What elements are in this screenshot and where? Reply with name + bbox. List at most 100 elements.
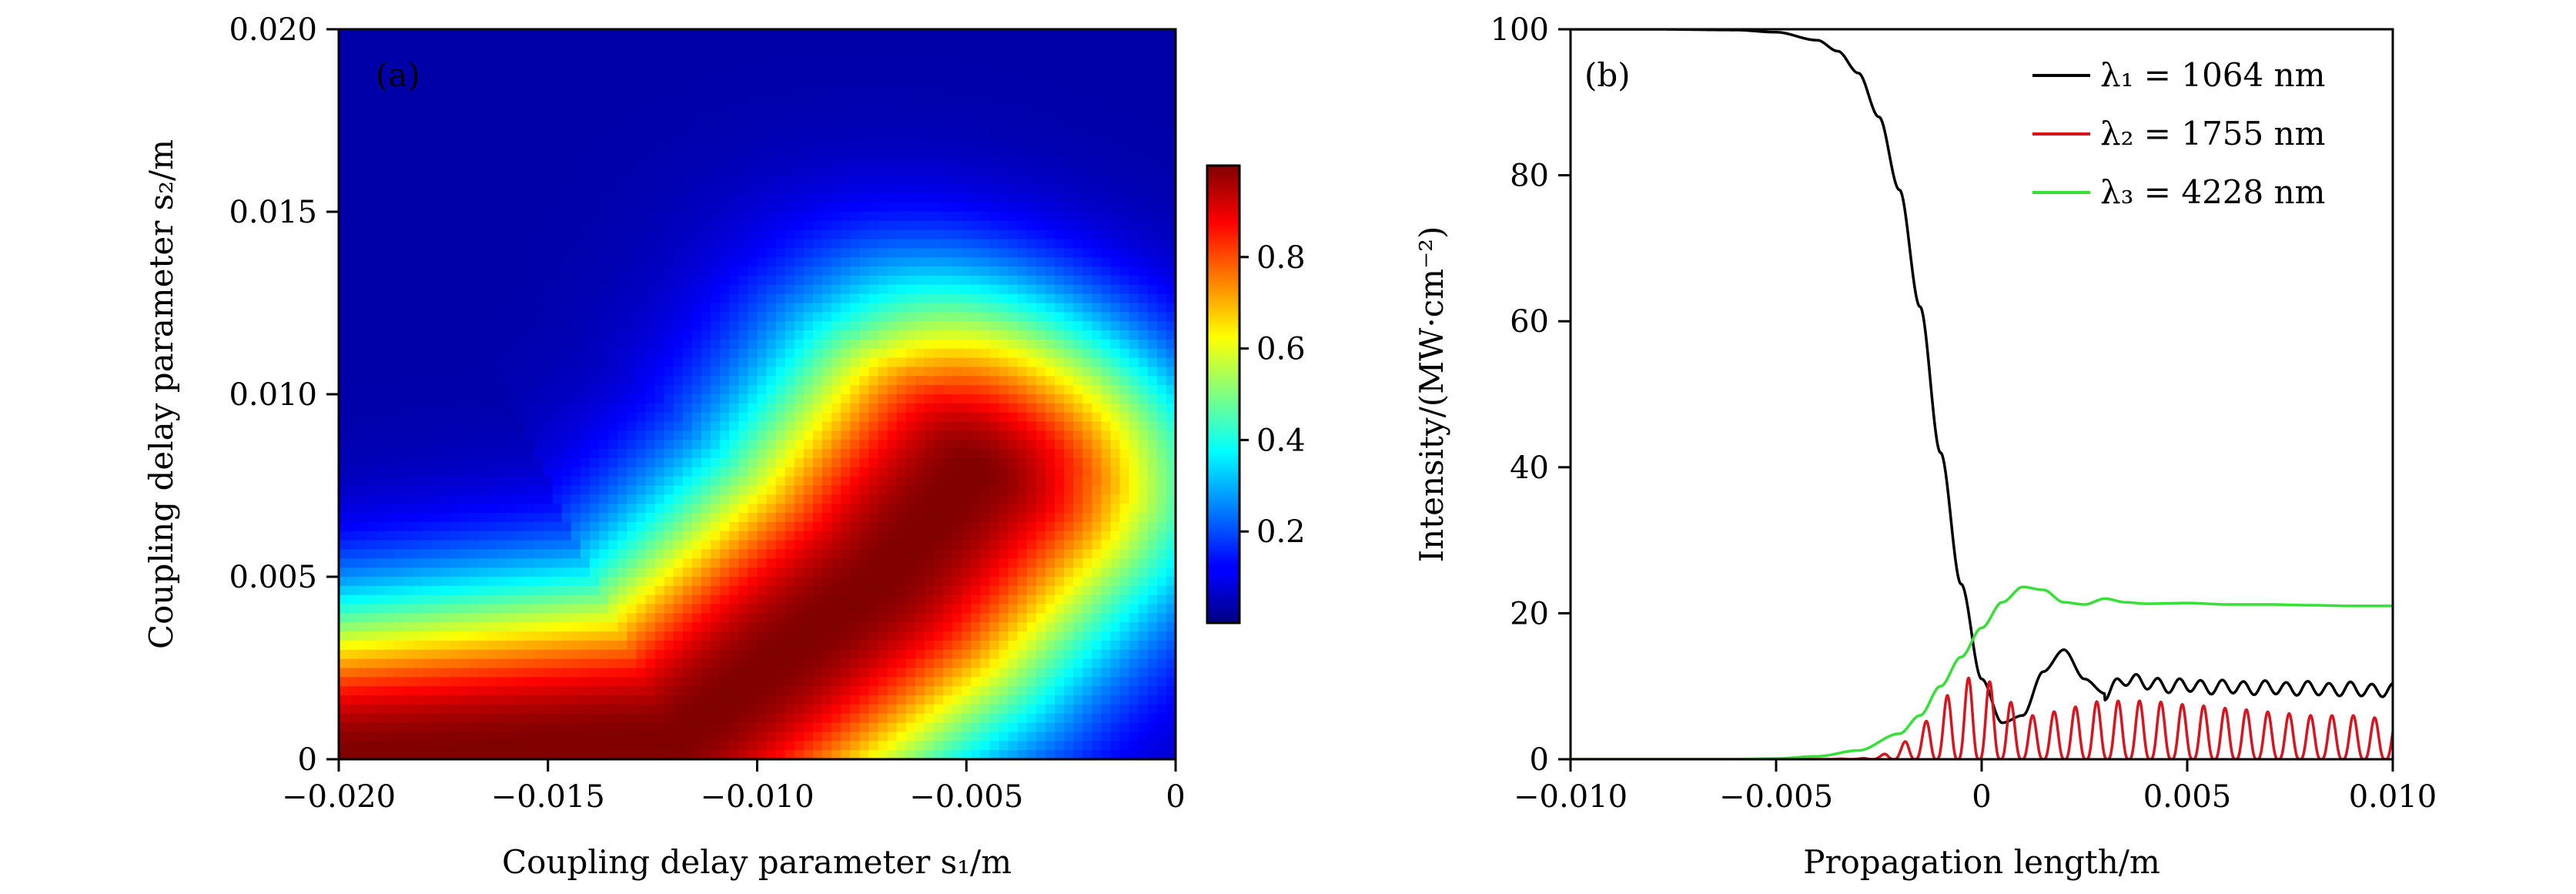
heatmap-cell (803, 266, 814, 276)
heatmap-cell (422, 686, 433, 696)
heatmap-cell (357, 549, 368, 560)
heatmap-cell (599, 284, 610, 295)
heatmap-cell (673, 175, 684, 186)
heatmap-cell (691, 594, 702, 605)
heatmap-cell (896, 467, 907, 477)
heatmap-cell (673, 750, 684, 759)
heatmap-cell (850, 531, 861, 541)
heatmap-cell (627, 38, 637, 49)
heatmap-cell (552, 622, 563, 632)
heatmap-cell (366, 357, 377, 368)
heatmap-cell (831, 631, 841, 641)
heatmap-cell (673, 367, 684, 377)
heatmap-cell (654, 750, 665, 759)
heatmap-cell (691, 640, 702, 651)
heatmap-cell (785, 330, 795, 340)
heatmap-cell (487, 668, 498, 678)
heatmap-cell (403, 275, 414, 286)
heatmap-cell (831, 485, 841, 496)
heatmap-cell (654, 266, 665, 276)
heatmap-cell (822, 613, 832, 624)
heatmap-cell (617, 604, 628, 614)
heatmap-cell (794, 649, 805, 660)
heatmap-cell (348, 120, 358, 131)
heatmap-cell (431, 357, 442, 368)
heatmap-cell (636, 38, 647, 49)
heatmap-cell (570, 239, 581, 249)
heatmap-cell (896, 750, 907, 759)
heatmap-cell (524, 430, 535, 441)
heatmap-cell (366, 184, 377, 195)
heatmap-cell (748, 631, 758, 641)
heatmap-cell (738, 220, 749, 231)
heatmap-cell (645, 732, 656, 742)
heatmap-cell (757, 257, 768, 267)
heatmap-cell (831, 193, 841, 203)
heatmap-cell (357, 577, 368, 587)
heatmap-cell (673, 156, 684, 167)
heatmap-cell (431, 531, 442, 541)
heatmap-cell (868, 440, 879, 450)
heatmap-cell (515, 38, 526, 49)
heatmap-cell (478, 568, 489, 578)
heatmap-cell (878, 440, 888, 450)
heatmap-cell (413, 494, 423, 504)
heatmap-cell (422, 430, 433, 441)
heatmap-cell (775, 120, 786, 131)
heatmap-cell (348, 203, 358, 213)
heatmap-cell (524, 577, 535, 587)
heatmap-cell (636, 284, 647, 295)
heatmap-cell (711, 203, 721, 213)
heatmap-cell (701, 102, 711, 112)
heatmap-cell (673, 732, 684, 742)
heatmap-cell (701, 394, 711, 404)
heatmap-cell (757, 521, 768, 532)
heatmap-cell (896, 120, 907, 131)
heatmap-cell (627, 220, 637, 231)
heatmap-cell (887, 120, 898, 131)
heatmap-cell (794, 568, 805, 578)
heatmap-cell (636, 604, 647, 614)
heatmap-cell (896, 193, 907, 203)
heatmap-cell (794, 193, 805, 203)
heatmap-cell (729, 750, 740, 759)
heatmap-cell (831, 385, 841, 395)
heatmap-cell (376, 212, 386, 222)
heatmap-cell (339, 722, 349, 733)
heatmap-cell (543, 239, 554, 249)
heatmap-cell (720, 175, 731, 186)
heatmap-cell (645, 65, 656, 76)
heatmap-cell (682, 148, 693, 158)
heatmap-cell (673, 47, 684, 58)
heatmap-cell (859, 568, 870, 578)
heatmap-cell (748, 476, 758, 487)
heatmap-cell (673, 212, 684, 222)
heatmap-cell (691, 357, 702, 368)
heatmap-cell (803, 330, 814, 340)
heatmap-cell (497, 668, 507, 678)
heatmap-cell (478, 412, 489, 423)
heatmap-cell (775, 129, 786, 139)
heatmap-cell (497, 148, 507, 158)
heatmap-cell (822, 521, 832, 532)
heatmap-cell (841, 531, 851, 541)
heatmap-cell (515, 658, 526, 669)
heatmap-cell (766, 92, 777, 103)
heatmap-cell (803, 485, 814, 496)
heatmap-cell (450, 577, 460, 587)
heatmap-cell (896, 568, 907, 578)
heatmap-cell (654, 658, 665, 669)
heatmap-cell (422, 175, 433, 186)
heatmap-cell (580, 84, 590, 94)
heatmap-cell (896, 257, 907, 267)
heatmap-cell (682, 184, 693, 195)
heatmap-cell (431, 385, 442, 395)
heatmap-cell (515, 193, 526, 203)
heatmap-cell (403, 239, 414, 249)
heatmap-cell (608, 449, 619, 459)
heatmap-cell (515, 312, 526, 322)
heatmap-cell (803, 686, 814, 696)
heatmap-cell (738, 421, 749, 432)
heatmap-cell (413, 521, 423, 532)
heatmap-cell (729, 266, 740, 276)
